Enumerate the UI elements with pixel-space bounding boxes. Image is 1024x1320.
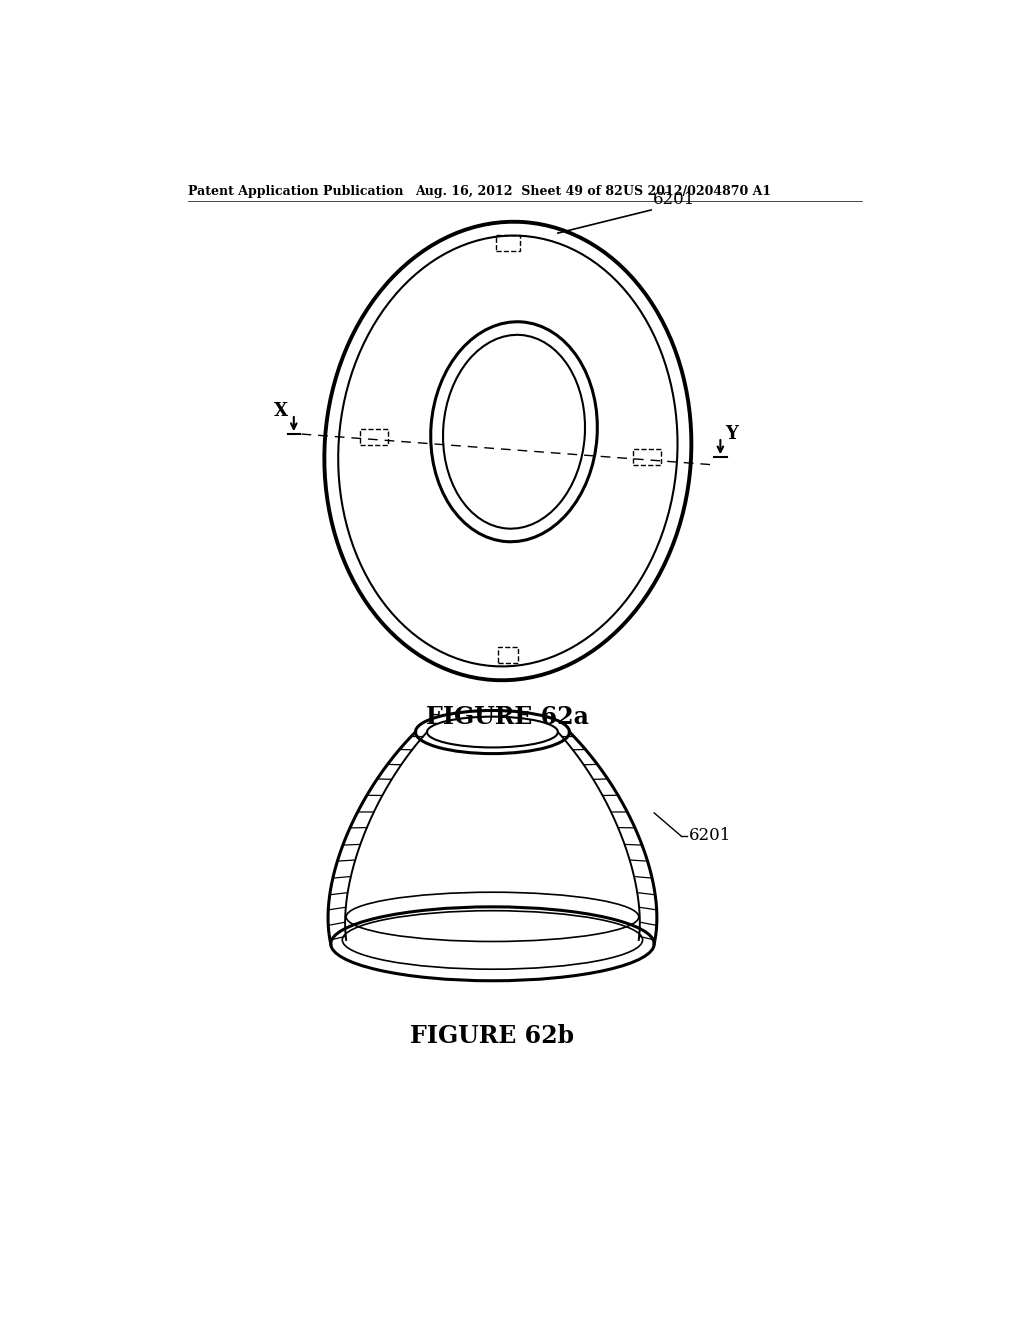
Text: Patent Application Publication: Patent Application Publication: [188, 185, 403, 198]
Text: 6201: 6201: [652, 190, 695, 207]
Text: FIGURE 62b: FIGURE 62b: [411, 1024, 574, 1048]
Text: X: X: [274, 403, 289, 420]
Text: 6201: 6201: [689, 828, 731, 845]
Bar: [360, 429, 388, 445]
Text: US 2012/0204870 A1: US 2012/0204870 A1: [624, 185, 771, 198]
Bar: [498, 647, 518, 663]
Bar: [634, 450, 662, 465]
Text: Y: Y: [725, 425, 738, 444]
Text: FIGURE 62a: FIGURE 62a: [426, 705, 589, 729]
Bar: [496, 235, 520, 251]
Text: Aug. 16, 2012  Sheet 49 of 82: Aug. 16, 2012 Sheet 49 of 82: [416, 185, 624, 198]
